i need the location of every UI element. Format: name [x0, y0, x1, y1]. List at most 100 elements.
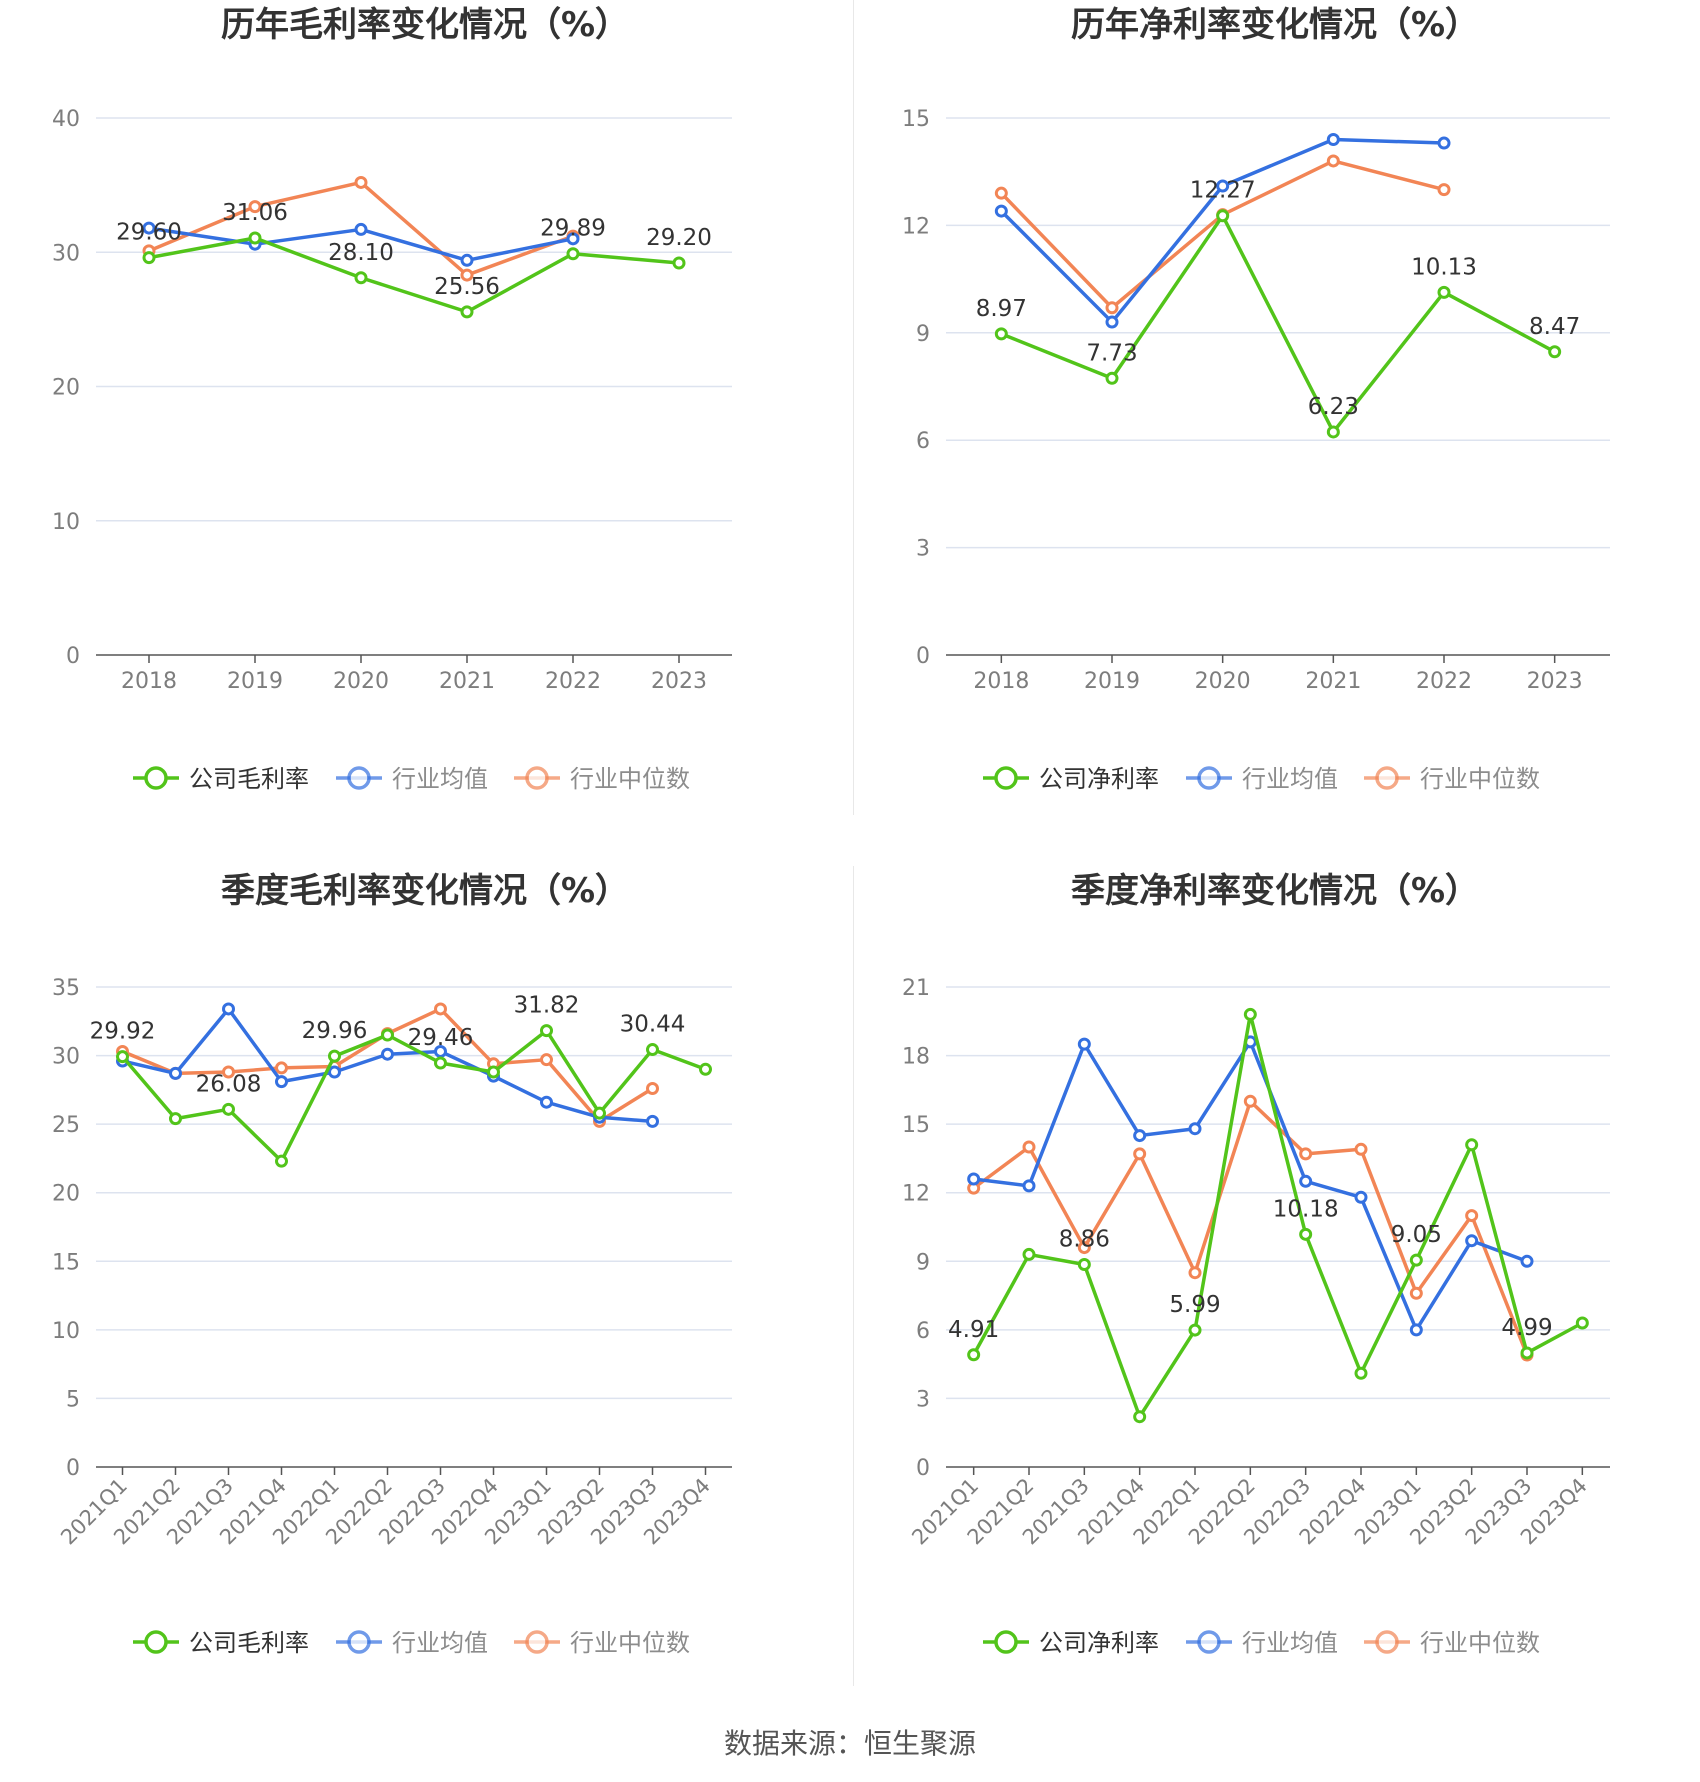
- data-point-company: [1575, 1316, 1589, 1330]
- data-label: 26.08: [196, 1071, 262, 1097]
- y-tick-label: 20: [52, 376, 80, 401]
- x-tick-label: 2022: [1416, 669, 1472, 694]
- legend-marker: [525, 766, 549, 790]
- data-point-avg: [1105, 315, 1119, 329]
- data-point-avg: [460, 253, 474, 267]
- data-point-company: [1133, 1410, 1147, 1424]
- data-point-avg: [1437, 136, 1451, 150]
- y-tick-label: 0: [916, 1456, 930, 1481]
- series-avg: [967, 1035, 1534, 1337]
- x-tick-label: 2021: [1305, 669, 1361, 694]
- data-point-company: [672, 256, 686, 270]
- annual-net-margin-chart: 历年净利率变化情况（%） 0 3 6 9 12 15 2018 2019 2020 2021 2022…: [850, 0, 1700, 870]
- chart-svg: 季度毛利率变化情况（%）051015202530352021Q12021Q220…: [52, 871, 732, 1657]
- data-label: 29.96: [302, 1018, 368, 1044]
- data-point-company: [1548, 345, 1562, 359]
- data-point-avg: [994, 204, 1008, 218]
- data-point-avg: [1188, 1122, 1202, 1136]
- chart-title: 历年毛利率变化情况（%）: [221, 5, 629, 45]
- y-tick-label: 10: [52, 1319, 80, 1344]
- y-tick-label: 10: [52, 510, 80, 535]
- data-point-avg: [1299, 1174, 1313, 1188]
- data-point-avg: [1354, 1190, 1368, 1204]
- y-tick-label: 40: [52, 107, 80, 132]
- data-label: 4.91: [948, 1317, 999, 1343]
- data-point-avg: [1520, 1254, 1534, 1268]
- y-tick-label: 3: [916, 1387, 930, 1412]
- legend-label: 行业均值: [1242, 1629, 1338, 1657]
- data-point-avg: [434, 1044, 447, 1058]
- series-line-company: [972, 1012, 1584, 1419]
- data-label: 4.99: [1501, 1315, 1552, 1341]
- series-line-avg: [122, 1007, 653, 1124]
- data-label: 7.73: [1086, 340, 1137, 366]
- legend-label: 公司净利率: [1039, 765, 1159, 793]
- legend-marker: [144, 1630, 168, 1654]
- data-point-median: [222, 1065, 235, 1079]
- data-point-company: [354, 271, 368, 285]
- legend-marker: [347, 1630, 371, 1654]
- data-label: 9.05: [1391, 1222, 1442, 1248]
- data-point-company: [1216, 209, 1230, 223]
- y-tick-label: 30: [52, 241, 80, 266]
- legend-marker: [994, 1630, 1018, 1654]
- data-point-company: [381, 1028, 394, 1042]
- data-point-company: [1022, 1247, 1036, 1261]
- y-tick-label: 20: [52, 1182, 80, 1207]
- data-point-avg: [1465, 1234, 1479, 1248]
- series-line-avg: [1000, 137, 1445, 324]
- data-label: 8.47: [1529, 314, 1580, 340]
- data-label: 28.10: [328, 240, 394, 266]
- data-point-median: [540, 1053, 553, 1067]
- data-point-company: [1188, 1323, 1202, 1337]
- legend-label: 行业中位数: [570, 1629, 690, 1657]
- data-point-median: [646, 1081, 659, 1095]
- y-tick-label: 12: [902, 1182, 930, 1207]
- y-tick-label: 15: [52, 1250, 80, 1275]
- legend-item: 行业均值: [336, 765, 488, 793]
- legend-marker: [1375, 766, 1399, 790]
- data-point-avg: [646, 1114, 659, 1128]
- data-point-avg: [540, 1095, 553, 1109]
- legend-label: 公司毛利率: [189, 1629, 309, 1657]
- series-line-company: [1000, 213, 1556, 434]
- legend-item: 公司净利率: [983, 765, 1159, 793]
- legend-item: 行业中位数: [1364, 765, 1540, 793]
- y-tick-label: 18: [902, 1045, 930, 1070]
- legend-item: 行业中位数: [1364, 1629, 1540, 1657]
- data-label: 10.18: [1273, 1196, 1339, 1222]
- divider-bottom: [853, 866, 854, 1686]
- data-point-avg: [1077, 1037, 1091, 1051]
- x-tick-label: 2018: [121, 669, 177, 694]
- legend-marker: [347, 766, 371, 790]
- legend-label: 行业均值: [392, 765, 488, 793]
- x-tick-label: 2019: [227, 669, 283, 694]
- data-point-company: [1243, 1007, 1257, 1021]
- data-point-avg: [1326, 132, 1340, 146]
- data-point-company: [434, 1056, 447, 1070]
- legend-label: 行业中位数: [1420, 765, 1540, 793]
- y-tick-label: 3: [916, 537, 930, 562]
- data-label: 25.56: [434, 274, 500, 300]
- data-point-company: [1105, 371, 1119, 385]
- series-line-avg: [973, 1040, 1528, 1332]
- data-point-company: [646, 1043, 659, 1057]
- y-tick-label: 0: [66, 644, 80, 669]
- data-label: 29.46: [408, 1025, 474, 1051]
- data-point-median: [1465, 1209, 1479, 1223]
- data-point-company: [169, 1112, 182, 1126]
- legend-marker: [1197, 1630, 1221, 1654]
- data-point-company: [593, 1106, 606, 1120]
- data-point-median: [1437, 183, 1451, 197]
- chart-title: 历年净利率变化情况（%）: [1071, 5, 1479, 45]
- x-tick-label: 2022: [545, 669, 601, 694]
- data-point-median: [248, 200, 262, 214]
- data-label: 8.86: [1059, 1226, 1110, 1252]
- data-point-median: [1243, 1094, 1257, 1108]
- chart-svg: 历年净利率变化情况（%） 0 3 6 9 12 15 2018 2019 2020 2021 2022…: [902, 5, 1610, 793]
- data-point-company: [275, 1154, 288, 1168]
- data-point-avg: [142, 221, 156, 235]
- legend-marker: [994, 766, 1018, 790]
- data-point-company: [460, 305, 474, 319]
- data-label: 10.13: [1411, 254, 1477, 280]
